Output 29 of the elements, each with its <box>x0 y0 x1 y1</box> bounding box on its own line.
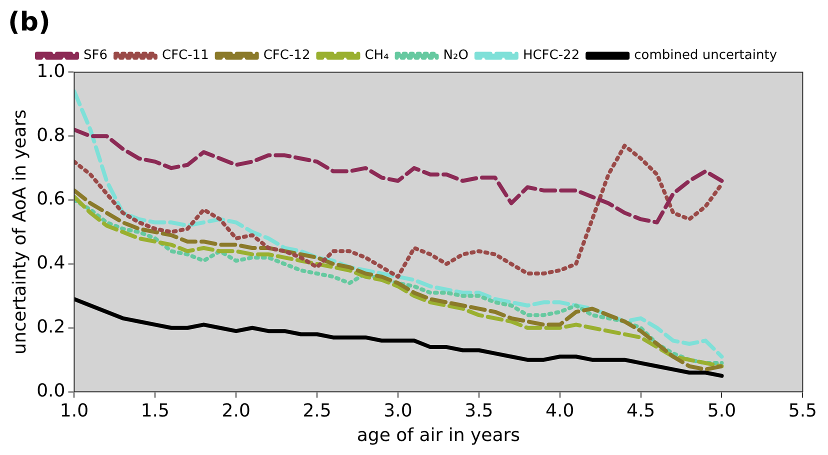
y-tick-label: 0.0 <box>36 380 66 402</box>
y-axis-title: uncertainty of AoA in years <box>9 110 30 354</box>
legend-label: SF6 <box>83 48 108 64</box>
line-series <box>74 89 724 359</box>
legend-label: N₂O <box>443 48 468 64</box>
x-tick-label: 4.0 <box>546 400 574 422</box>
y-tick-label: 0.2 <box>36 316 66 338</box>
x-tick-label: 1.0 <box>60 400 89 422</box>
line-series <box>74 128 724 224</box>
x-tick-label: 3.5 <box>464 400 494 422</box>
y-tick-label: 0.4 <box>36 252 66 274</box>
y-tick-label: 1.0 <box>36 60 66 82</box>
legend-label: combined uncertainty <box>634 48 778 64</box>
x-tick-label: 2.0 <box>222 400 250 422</box>
x-tick-label: 5.0 <box>707 400 736 422</box>
x-tick-label: 4.5 <box>626 400 656 422</box>
legend-label: CFC-11 <box>162 48 209 64</box>
y-tick-label: 0.6 <box>36 188 66 210</box>
legend-label: CFC-12 <box>263 48 310 64</box>
x-tick-label: 2.5 <box>302 400 332 422</box>
x-tick-label: 3.0 <box>384 400 412 422</box>
x-axis-title: age of air in years <box>356 424 520 446</box>
y-tick-label: 0.8 <box>36 124 66 146</box>
chart-title: (b) <box>8 7 50 38</box>
x-tick-label: 1.5 <box>140 400 170 422</box>
legend-label: HCFC-22 <box>522 48 580 64</box>
legend-label: CH₄ <box>364 48 389 64</box>
x-tick-label: 5.5 <box>788 400 818 422</box>
line-series <box>74 144 724 279</box>
